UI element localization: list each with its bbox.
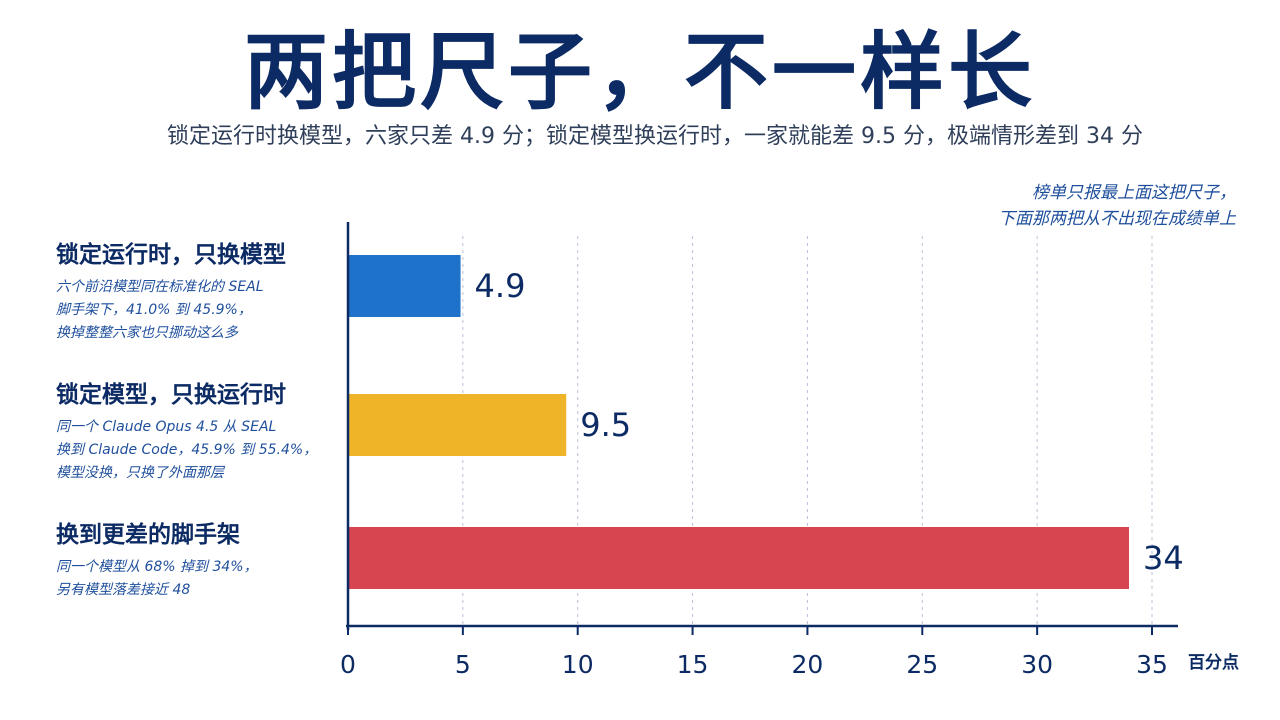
x-tick-label: 30 — [1021, 650, 1053, 679]
category-label-worse-scaffold: 换到更差的脚手架 同一个模型从 68% 掉到 34%， 另有模型落差接近 48 — [56, 520, 346, 602]
category-desc-line: 六个前沿模型同在标准化的 SEAL — [56, 279, 264, 295]
category-label-model-locked: 锁定模型，只换运行时 同一个 Claude Opus 4.5 从 SEAL 换到… — [56, 380, 346, 485]
category-desc-line: 换掉整整六家也只挪动这么多 — [56, 325, 238, 341]
bar — [348, 394, 567, 456]
category-title: 锁定模型，只换运行时 — [56, 382, 286, 408]
page-title: 两把尺子，不一样长 — [243, 23, 1036, 121]
note-line-2: 下面那两把从不出现在成绩单上 — [998, 209, 1236, 229]
x-tick-label: 25 — [906, 650, 938, 679]
x-tick-label: 10 — [562, 650, 594, 679]
bar-value-label: 9.5 — [580, 406, 631, 444]
category-desc-line: 同一个 Claude Opus 4.5 从 SEAL — [56, 419, 277, 435]
bar — [348, 527, 1130, 589]
category-label-runtime-locked: 锁定运行时，只换模型 六个前沿模型同在标准化的 SEAL 脚手架下，41.0% … — [56, 240, 346, 345]
category-description: 同一个 Claude Opus 4.5 从 SEAL 换到 Claude Cod… — [56, 416, 346, 485]
x-tick-label: 0 — [340, 650, 356, 679]
x-tick-label: 35 — [1136, 650, 1168, 679]
bar-value-label: 34 — [1143, 539, 1184, 577]
note-line-1: 榜单只报最上面这把尺子， — [1032, 183, 1236, 203]
category-title: 锁定运行时，只换模型 — [56, 242, 286, 268]
category-desc-line: 脚手架下，41.0% 到 45.9%， — [56, 302, 252, 318]
category-title: 换到更差的脚手架 — [56, 522, 240, 548]
category-description: 同一个模型从 68% 掉到 34%， 另有模型落差接近 48 — [56, 556, 346, 602]
x-tick-label: 15 — [677, 650, 709, 679]
bar-value-label: 4.9 — [475, 267, 526, 305]
bar — [348, 255, 461, 317]
page-subtitle: 锁定运行时换模型，六家只差 4.9 分；锁定模型换运行时，一家就能差 9.5 分… — [167, 124, 1143, 149]
category-desc-line: 同一个模型从 68% 掉到 34%， — [56, 559, 258, 575]
x-axis-label: 百分点 — [1188, 652, 1239, 673]
category-description: 六个前沿模型同在标准化的 SEAL 脚手架下，41.0% 到 45.9%， 换掉… — [56, 276, 346, 345]
category-desc-line: 模型没换，只换了外面那层 — [56, 465, 224, 481]
annotation-note: 榜单只报最上面这把尺子， 下面那两把从不出现在成绩单上 — [876, 180, 1236, 232]
x-tick-label: 20 — [792, 650, 824, 679]
x-tick-label: 5 — [455, 650, 471, 679]
category-desc-line: 另有模型落差接近 48 — [56, 582, 191, 598]
category-desc-line: 换到 Claude Code，45.9% 到 55.4%， — [56, 442, 318, 458]
